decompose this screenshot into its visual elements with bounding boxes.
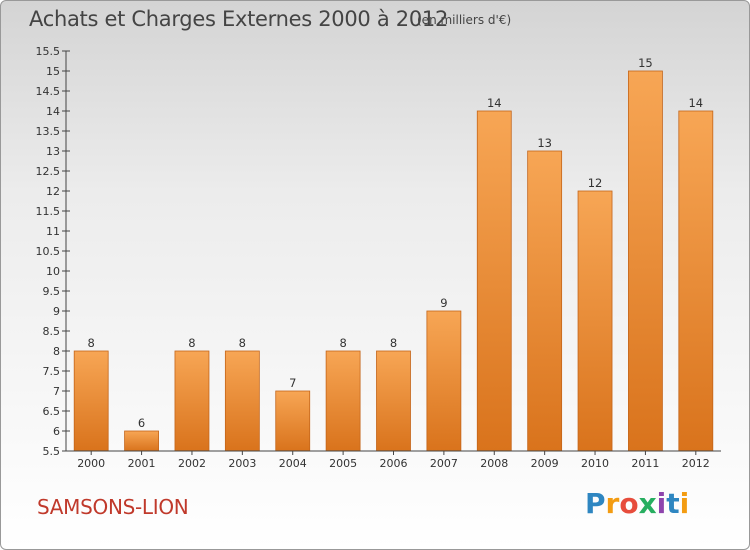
bar-2004 [275, 390, 311, 452]
y-tick-label: 7.5 [43, 365, 61, 378]
y-tick-label: 14 [46, 105, 60, 118]
logo-letter: r [605, 487, 620, 520]
bar-2001 [124, 430, 159, 452]
y-tick-label: 13.5 [36, 125, 61, 138]
y-tick-label: 9.5 [43, 285, 61, 298]
y-tick-label: 15 [46, 65, 60, 78]
y-tick-label: 10.5 [36, 245, 61, 258]
y-tick-label: 6.5 [43, 405, 61, 418]
bar-value-label: 8 [188, 336, 195, 350]
y-tick-label: 7 [53, 385, 60, 398]
y-tick-label: 13 [46, 145, 60, 158]
x-tick-label: 2009 [531, 457, 559, 470]
y-tick-label: 10 [46, 265, 60, 278]
bar-value-label: 14 [487, 96, 502, 110]
bar-2011 [628, 70, 663, 452]
chart-subtitle: (en milliers d'€) [417, 13, 512, 27]
bar-value-label: 14 [688, 96, 703, 110]
bar-value-label: 15 [638, 56, 653, 70]
y-tick-label: 14.5 [36, 85, 61, 98]
y-tick-label: 9 [53, 305, 60, 318]
bar-value-label: 8 [239, 336, 246, 350]
x-tick-label: 2002 [178, 457, 206, 470]
bar-2008 [476, 110, 512, 452]
bar-value-label: 8 [390, 336, 397, 350]
logo-letter: i [656, 487, 667, 520]
x-tick-label: 2008 [480, 457, 508, 470]
bar-value-label: 12 [588, 176, 603, 190]
logo-letter: i [679, 487, 690, 520]
bar-2009 [527, 150, 563, 452]
chart-title: Achats et Charges Externes 2000 à 2012 [29, 7, 449, 31]
bar-value-label: 9 [440, 296, 447, 310]
logo-letter: t [666, 487, 680, 520]
y-tick-label: 12.5 [36, 165, 61, 178]
logo-letter: P [585, 487, 606, 520]
y-tick-label: 15.5 [36, 45, 61, 58]
y-tick-label: 11 [46, 225, 60, 238]
bar-2002 [174, 350, 210, 452]
bar-2003 [224, 350, 260, 452]
y-tick-label: 6 [53, 425, 60, 438]
y-tick-label: 8.5 [43, 325, 61, 338]
x-tick-label: 2006 [380, 457, 408, 470]
y-tick-label: 12 [46, 185, 60, 198]
x-tick-label: 2004 [279, 457, 307, 470]
x-tick-label: 2012 [682, 457, 710, 470]
bar-value-label: 13 [537, 136, 552, 150]
y-tick-label: 11.5 [36, 205, 61, 218]
bar-2005 [325, 350, 361, 452]
bar-2000 [73, 350, 109, 452]
x-tick-label: 2011 [631, 457, 659, 470]
bar-2006 [376, 350, 411, 452]
y-tick-label: 8 [53, 345, 60, 358]
x-tick-label: 2005 [329, 457, 357, 470]
y-tick-label: 5.5 [43, 445, 61, 458]
logo-letter: o [619, 487, 639, 520]
commune-name: SAMSONS-LION [37, 495, 189, 519]
bar-2010 [577, 190, 613, 452]
proxiti-logo: Proxiti [585, 487, 689, 520]
x-tick-label: 2010 [581, 457, 609, 470]
bar-value-label: 8 [339, 336, 346, 350]
logo-letter: x [638, 487, 657, 520]
x-tick-label: 2003 [228, 457, 256, 470]
bar-2012 [678, 110, 714, 452]
bar-value-label: 7 [289, 376, 296, 390]
bar-value-label: 6 [138, 416, 145, 430]
x-tick-label: 2007 [430, 457, 458, 470]
bar-value-label: 8 [88, 336, 95, 350]
x-tick-label: 2000 [77, 457, 105, 470]
x-tick-label: 2001 [128, 457, 156, 470]
bar-2007 [426, 310, 462, 452]
